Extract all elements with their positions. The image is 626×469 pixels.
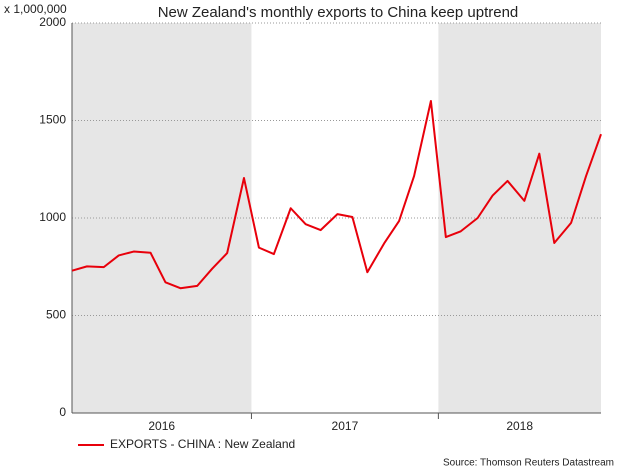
x-band-label: 2016 bbox=[148, 419, 175, 433]
y-unit: x 1,000,000 bbox=[4, 2, 67, 16]
chart-title: New Zealand's monthly exports to China k… bbox=[158, 4, 519, 21]
line bbox=[71, 100, 602, 290]
source: Source: Thomson Reuters Datastream bbox=[443, 458, 614, 469]
y-tick-label: 1500 bbox=[39, 113, 66, 127]
y-tick-label: 2000 bbox=[39, 15, 66, 29]
year-band bbox=[72, 23, 252, 413]
x-band-label: 2017 bbox=[332, 419, 359, 433]
y-tick-label: 500 bbox=[46, 308, 66, 322]
x-band-label: 2018 bbox=[506, 419, 533, 433]
legend-label: EXPORTS - CHINA : New Zealand bbox=[110, 437, 295, 451]
y-tick-label: 0 bbox=[59, 405, 66, 419]
y-tick-label: 1000 bbox=[39, 210, 66, 224]
